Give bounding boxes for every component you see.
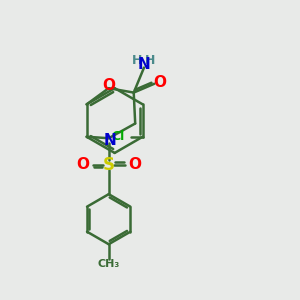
Text: H: H (132, 54, 143, 67)
Text: O: O (128, 157, 141, 172)
Text: O: O (153, 75, 166, 90)
Text: S: S (103, 156, 115, 174)
Text: N: N (138, 57, 150, 72)
Text: H: H (145, 54, 156, 67)
Text: Cl: Cl (112, 130, 125, 143)
Text: O: O (102, 78, 115, 93)
Text: CH₃: CH₃ (98, 259, 120, 269)
Text: N: N (104, 133, 116, 148)
Text: O: O (76, 157, 89, 172)
